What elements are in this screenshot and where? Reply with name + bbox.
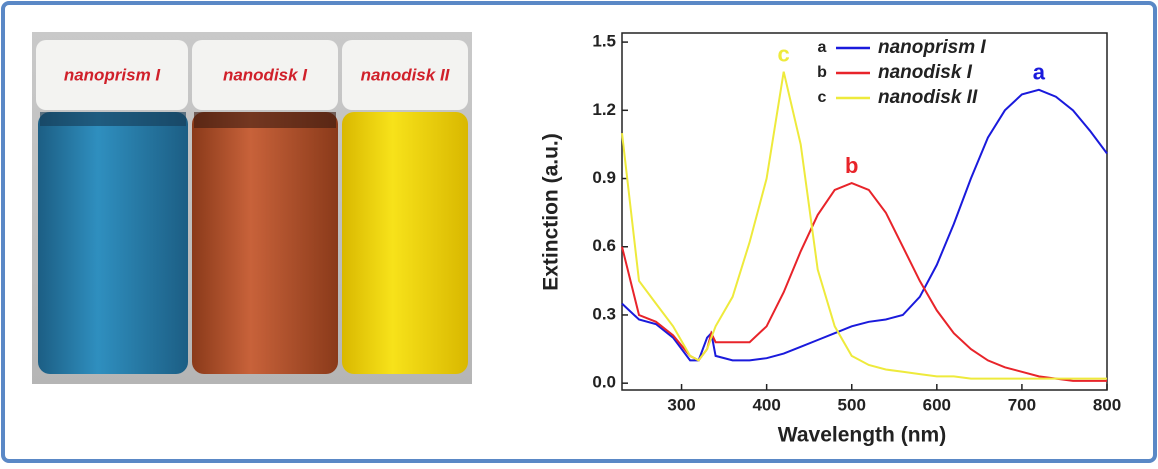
bottle-label: nanoprism I (64, 65, 162, 84)
x-tick-label: 300 (667, 395, 695, 414)
legend-label: nanodisk II (878, 87, 978, 108)
y-tick-label: 1.5 (592, 32, 616, 51)
y-tick-label: 0.3 (592, 304, 616, 323)
legend-label: nanodisk I (878, 62, 973, 83)
y-tick-label: 1.2 (592, 100, 616, 119)
peak-label: a (1033, 60, 1046, 85)
bottle-label: nanodisk I (223, 65, 308, 84)
x-tick-label: 700 (1008, 395, 1036, 414)
x-tick-label: 600 (923, 395, 951, 414)
legend-label: nanoprism I (878, 37, 986, 58)
x-tick-label: 400 (752, 395, 780, 414)
y-axis-label: Extinction (a.u.) (540, 133, 563, 291)
x-tick-label: 500 (838, 395, 866, 414)
legend-letter: c (818, 89, 827, 106)
peak-label: b (845, 153, 858, 178)
photo (32, 32, 472, 384)
y-tick-label: 0.9 (592, 168, 616, 187)
y-tick-label: 0.0 (592, 373, 616, 392)
bottle-label: nanodisk II (361, 65, 451, 84)
x-axis-label: Wavelength (nm) (778, 424, 946, 447)
legend-letter: b (817, 64, 827, 81)
y-tick-label: 0.6 (592, 236, 616, 255)
peak-label: c (778, 41, 790, 66)
legend-letter: a (818, 39, 827, 56)
figure: nanoprism I nanodisk I nanodisk II Wavel… (0, 0, 1158, 464)
x-tick-label: 800 (1093, 395, 1121, 414)
